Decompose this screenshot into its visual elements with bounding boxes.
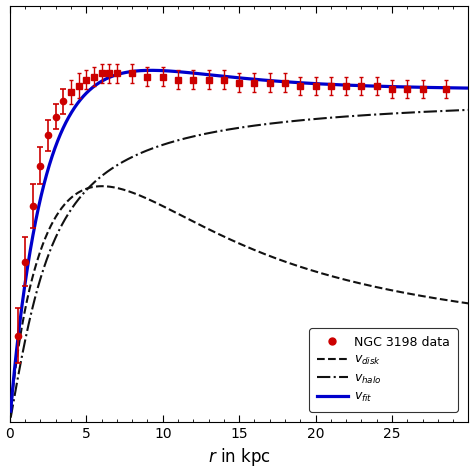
- $v_{halo}$: [452, 108, 458, 113]
- $v_{halo}$: [219, 128, 224, 134]
- Line: $v_{halo}$: $v_{halo}$: [11, 110, 468, 418]
- $v_{fit}$: [148, 67, 154, 73]
- $v_{disk}$: [99, 183, 105, 189]
- $v_{fit}$: [452, 85, 458, 91]
- $v_{disk}$: [231, 238, 237, 244]
- $v_{fit}$: [368, 83, 374, 89]
- $v_{disk}$: [465, 301, 471, 306]
- $v_{disk}$: [219, 233, 224, 238]
- $v_{fit}$: [465, 85, 471, 91]
- $v_{disk}$: [453, 299, 458, 304]
- Line: $v_{disk}$: $v_{disk}$: [11, 186, 468, 412]
- $v_{disk}$: [368, 283, 374, 289]
- $v_{fit}$: [453, 85, 458, 91]
- $v_{fit}$: [8, 408, 14, 414]
- $v_{halo}$: [230, 126, 236, 132]
- X-axis label: $r$ in kpc: $r$ in kpc: [208, 447, 271, 468]
- $v_{disk}$: [8, 409, 14, 415]
- $v_{halo}$: [8, 415, 14, 420]
- $v_{halo}$: [452, 108, 458, 113]
- Legend: NGC 3198 data, $v_{disk}$, $v_{halo}$, $v_{fit}$: NGC 3198 data, $v_{disk}$, $v_{halo}$, $…: [309, 328, 457, 411]
- $v_{fit}$: [31, 227, 37, 232]
- $v_{halo}$: [465, 107, 471, 113]
- $v_{fit}$: [231, 74, 237, 80]
- $v_{halo}$: [31, 299, 37, 304]
- $v_{disk}$: [31, 269, 37, 274]
- Line: $v_{fit}$: $v_{fit}$: [11, 70, 468, 411]
- $v_{fit}$: [219, 73, 224, 79]
- $v_{disk}$: [452, 299, 458, 304]
- $v_{halo}$: [368, 112, 374, 118]
